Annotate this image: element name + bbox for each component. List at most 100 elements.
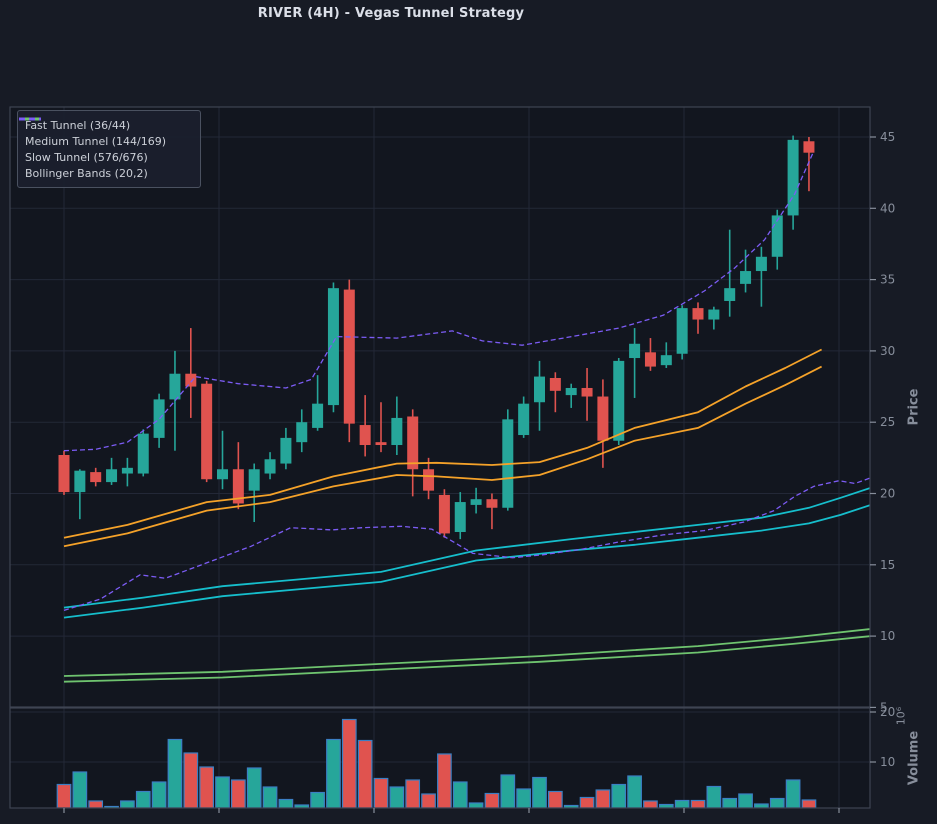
candle-up	[74, 470, 86, 493]
candle-down	[343, 289, 355, 424]
tick-label: 20	[880, 705, 895, 719]
legend-item-label: Bollinger Bands (20,2)	[25, 166, 148, 180]
legend-item: Slow Tunnel (576/676)	[19, 117, 194, 165]
tick-label: 10	[880, 629, 895, 643]
volume-bar	[389, 786, 405, 808]
candle-up	[708, 309, 720, 320]
candle-down	[232, 469, 244, 504]
volume-bar	[706, 785, 722, 808]
volume-axis-offset: 10⁶	[894, 706, 908, 726]
volume-bar	[357, 739, 373, 808]
volume-bar	[246, 767, 262, 808]
candle-up	[137, 433, 149, 474]
candle-up	[724, 288, 736, 301]
volume-bar	[674, 799, 690, 808]
volume-bar	[801, 799, 817, 808]
volume-axis-label: Volume	[906, 730, 922, 786]
candle-down	[644, 352, 656, 367]
chart-title: RIVER (4H) - Vegas Tunnel Strategy	[257, 6, 525, 21]
candle-up	[327, 288, 339, 406]
volume-bar	[785, 779, 801, 808]
volume-bar	[72, 771, 88, 808]
volume-bar	[88, 800, 104, 808]
tick-label: 5	[880, 700, 888, 714]
candle-down	[486, 499, 498, 508]
candle-up	[470, 499, 482, 505]
candle-down	[407, 416, 419, 470]
candle-down	[438, 494, 450, 534]
legend: Fast Tunnel (36/44) Medium Tunnel (144/16…	[17, 110, 201, 188]
volume-bar	[611, 783, 627, 808]
candle-up	[454, 502, 466, 533]
legend-item: Fast Tunnel (36/44)	[19, 117, 194, 133]
candle-up	[248, 469, 260, 491]
volume-bar	[452, 781, 468, 808]
volume-bar	[547, 790, 563, 808]
indicator-line	[63, 487, 870, 609]
tick-label: 20	[880, 487, 895, 501]
candle-down	[581, 387, 593, 397]
volume-bar	[769, 797, 785, 808]
candle-up	[629, 343, 641, 359]
tick-label: 40	[880, 201, 895, 215]
volume-bar	[104, 805, 119, 808]
candle-down	[90, 472, 102, 483]
indicator-line	[63, 151, 815, 452]
volume-bar	[278, 798, 294, 808]
candle-up	[169, 373, 181, 400]
indicator-line	[63, 348, 823, 539]
candle-up	[106, 469, 118, 483]
candle-up	[660, 355, 672, 366]
volume-bar	[199, 766, 214, 808]
indicator-line	[63, 477, 870, 612]
candle-up	[565, 387, 577, 396]
volume-bar	[437, 753, 452, 808]
candle-down	[692, 308, 704, 320]
volume-bar	[754, 803, 769, 808]
tick-label: 25	[880, 415, 895, 429]
price-panel-border	[9, 106, 871, 708]
volume-bar	[516, 788, 532, 808]
indicator-line	[63, 504, 870, 619]
indicator-line	[63, 628, 870, 677]
tick-label: 35	[880, 273, 895, 287]
tick-label: 30	[880, 344, 895, 358]
indicator-lines-layer	[63, 151, 870, 683]
candle-down	[375, 442, 387, 446]
volume-bar	[690, 799, 706, 808]
volume-bar	[405, 779, 421, 808]
volume-bar	[56, 783, 72, 808]
volume-bar	[326, 738, 341, 808]
volume-bar	[151, 781, 167, 808]
legend-line-swatch	[19, 117, 41, 121]
volume-bar	[579, 796, 595, 808]
indicator-line	[63, 365, 823, 548]
volume-bar	[563, 804, 579, 808]
indicator-line	[63, 635, 870, 683]
candle-down	[185, 373, 197, 387]
volume-bars-layer	[56, 718, 817, 808]
candle-up	[217, 469, 228, 480]
candle-up	[296, 422, 308, 443]
candle-down	[359, 425, 371, 446]
volume-bar	[658, 803, 674, 808]
volume-bar	[373, 777, 389, 808]
tick-label: 45	[880, 130, 895, 144]
volume-bar	[738, 793, 753, 808]
volume-bar	[722, 797, 738, 808]
gridlines	[10, 107, 870, 808]
candle-down	[803, 141, 815, 153]
candle-up	[280, 437, 292, 464]
legend-item-label: Medium Tunnel (144/169)	[25, 134, 167, 148]
price-axis-label: Price	[906, 388, 922, 426]
volume-bar	[120, 800, 135, 808]
candle-down	[549, 377, 561, 391]
candle-up	[534, 376, 545, 403]
volume-bar	[183, 752, 199, 808]
volume-bar	[231, 779, 246, 808]
tick-label: 15	[880, 558, 895, 572]
candle-up	[518, 403, 530, 436]
candle-up	[391, 417, 403, 446]
volume-bar	[627, 775, 642, 808]
